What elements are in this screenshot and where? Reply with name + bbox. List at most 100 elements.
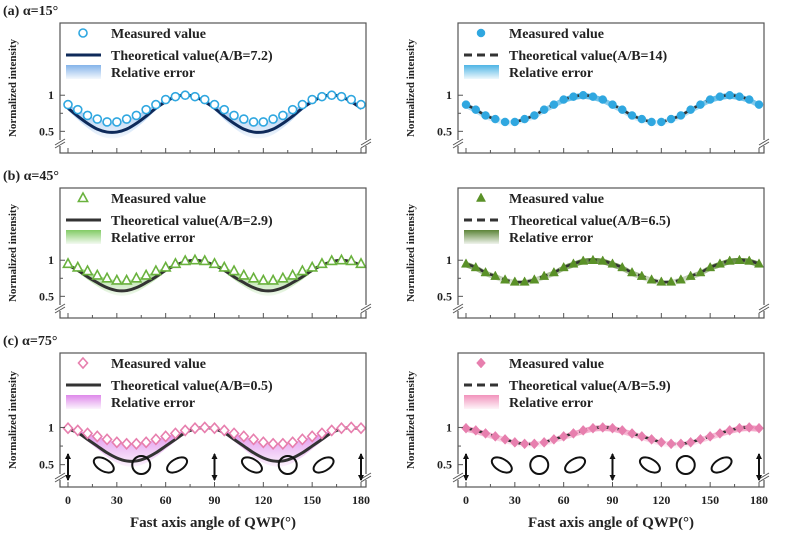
- x-tick-label: 150: [701, 493, 719, 507]
- axis-break-icon: [360, 138, 372, 146]
- measured-point: [460, 258, 472, 268]
- measured-point: [355, 257, 367, 269]
- arrow-icon: [756, 453, 762, 481]
- legend-theory-label: Theoretical value(A/B=5.9): [509, 379, 671, 394]
- measured-point: [705, 95, 715, 104]
- measured-point: [539, 436, 549, 448]
- x-tick-label: 60: [558, 493, 570, 507]
- legend-theory-label: Theoretical value(A/B=14): [509, 49, 668, 64]
- legend-error-label: Relative error: [509, 231, 593, 246]
- relative-error-band: [68, 95, 361, 139]
- measured-point: [199, 94, 210, 105]
- relative-error-band: [466, 93, 759, 126]
- measured-point: [81, 264, 94, 276]
- measured-point: [617, 261, 628, 272]
- measured-point: [248, 117, 259, 127]
- y-tick-label: 1: [48, 253, 54, 267]
- measured-point: [315, 257, 328, 269]
- measured-point: [724, 425, 735, 436]
- measured-point: [627, 111, 637, 120]
- axis-break-icon: [54, 138, 66, 146]
- measured-point: [636, 431, 647, 442]
- legend-measured-marker: [475, 192, 487, 202]
- measured-point: [63, 99, 73, 110]
- legend-measured-marker: [476, 357, 486, 369]
- axis-break-icon: [758, 475, 770, 483]
- plot-frame: [59, 22, 367, 154]
- legend-error-label: Relative error: [509, 396, 593, 411]
- panel-a-left: (a) α=15° Normalized intensity 1 0.5 Measure…: [3, 4, 372, 154]
- plot-frame: [457, 187, 765, 319]
- measured-point: [62, 257, 74, 269]
- arrow-icon: [609, 453, 616, 481]
- measured-point: [520, 114, 529, 124]
- measured-point: [491, 114, 500, 124]
- legend-measured-label: Measured value: [111, 27, 206, 42]
- measured-point: [675, 274, 686, 284]
- panels: (a) α=15° Normalized intensity 1 0.5 Measure…: [3, 4, 770, 507]
- measured-point: [72, 104, 83, 115]
- measured-point: [617, 425, 628, 436]
- measured-point: [715, 428, 725, 439]
- elliptical-polarization-icon: [710, 456, 733, 474]
- measured-point: [209, 99, 220, 110]
- measured-point: [695, 433, 706, 445]
- measured-point: [218, 424, 230, 437]
- measured-point: [744, 95, 754, 104]
- axis-break-icon: [758, 306, 770, 314]
- y-axis-title: Normalized intensity: [405, 203, 417, 302]
- legend-error-swatch: [66, 65, 101, 79]
- measured-point: [724, 255, 735, 265]
- measured-point: [715, 92, 725, 101]
- measured-point: [180, 90, 190, 101]
- measured-point: [297, 99, 308, 110]
- measured-point: [316, 427, 328, 440]
- axis-break-mask: [453, 305, 463, 311]
- x-tick-label: 30: [111, 493, 123, 507]
- measured-point: [286, 268, 299, 280]
- axis-break-icon: [452, 475, 464, 483]
- measured-point: [696, 100, 705, 109]
- legend-measured-marker: [78, 28, 88, 38]
- measured-point: [150, 433, 162, 446]
- measured-point: [549, 100, 559, 109]
- axis-break-icon: [758, 303, 770, 311]
- x-tick-label: 60: [160, 493, 172, 507]
- measured-point: [529, 274, 540, 284]
- measured-point: [141, 104, 151, 115]
- measured-point: [140, 268, 153, 280]
- plot-frame: [457, 352, 765, 488]
- axis-break-icon: [452, 138, 464, 146]
- axis-break-icon: [758, 472, 770, 480]
- measured-point: [471, 105, 481, 114]
- measured-point: [490, 431, 501, 442]
- measured-point: [287, 104, 298, 115]
- legend-theory-label: Theoretical value(A/B=2.9): [111, 214, 273, 229]
- measured-point: [102, 117, 112, 127]
- measured-point: [208, 257, 221, 269]
- legend-error-swatch: [464, 395, 499, 409]
- measured-point: [666, 114, 676, 124]
- x-axis-title-left: Fast axis angle of QWP(°): [130, 515, 296, 531]
- measured-point: [257, 273, 270, 285]
- panel-a-right: Normalized intensity 1 0.5 Measured value Th…: [405, 22, 770, 154]
- x-tick-label: 0: [463, 493, 469, 507]
- axis-break-icon: [54, 306, 66, 314]
- x-tick-label: 90: [209, 493, 221, 507]
- measured-point: [588, 422, 598, 434]
- measured-point: [336, 91, 347, 102]
- axis-break-icon: [54, 141, 66, 149]
- measured-point: [695, 266, 706, 277]
- measured-point: [91, 268, 104, 280]
- x-tick-label: 30: [509, 493, 521, 507]
- measured-point: [151, 99, 161, 110]
- circular-polarization-icon: [277, 455, 298, 475]
- y-axis-title: Normalized intensity: [7, 370, 19, 469]
- legend-measured-label: Measured value: [111, 357, 206, 372]
- measured-point: [335, 253, 348, 265]
- legend-measured-marker: [476, 28, 486, 38]
- measured-point: [159, 260, 172, 272]
- measured-point: [91, 430, 103, 443]
- elliptical-polarization-icon: [564, 456, 587, 474]
